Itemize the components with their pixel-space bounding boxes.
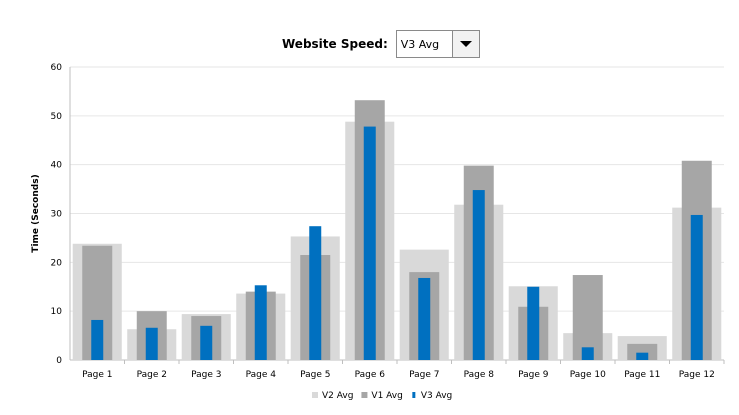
bar-v3-avg (636, 352, 649, 360)
bar-v1-avg (627, 343, 658, 360)
y-axis-title: Time (Seconds) (31, 174, 41, 252)
bar-v3-avg (309, 226, 322, 360)
bar-v3-avg (91, 319, 104, 360)
legend-label: V2 Avg (322, 391, 353, 401)
website-speed-selected-value: V3 Avg (400, 37, 440, 51)
legend-swatch (312, 392, 318, 398)
y-tick-label: 40 (51, 161, 63, 171)
bar-v3-avg (145, 327, 158, 360)
x-tick-label: Page 7 (409, 370, 439, 380)
legend-swatch (412, 392, 416, 398)
legend-label: V3 Avg (421, 391, 452, 401)
x-tick-label: Page 4 (246, 370, 277, 380)
x-tick-label: Page 8 (464, 370, 495, 380)
website-speed-select[interactable]: V3 Avg (395, 30, 480, 58)
bar-v3-avg (581, 347, 594, 360)
x-tick-label: Page 10 (570, 370, 606, 380)
bar-v3-avg (472, 190, 485, 360)
y-tick-label: 0 (56, 356, 62, 366)
legend-label: V1 Avg (371, 391, 402, 401)
bar-v3-avg (418, 277, 431, 360)
y-tick-label: 10 (51, 307, 63, 317)
y-tick-label: 30 (51, 210, 63, 220)
x-tick-label: Page 3 (191, 370, 221, 380)
y-tick-label: 20 (51, 258, 63, 268)
x-tick-label: Page 5 (300, 370, 330, 380)
x-tick-label: Page 6 (355, 370, 386, 380)
bar-v3-avg (690, 214, 703, 360)
x-tick-label: Page 9 (518, 370, 549, 380)
y-tick-label: 60 (51, 63, 63, 73)
chevron-down-icon (459, 41, 472, 47)
website-speed-label: Website Speed: (282, 37, 388, 51)
website-speed-control: Website Speed: V3 Avg (282, 30, 480, 58)
y-tick-label: 50 (51, 112, 63, 122)
bar-v3-avg (363, 126, 376, 361)
bar-v1-avg (572, 275, 603, 360)
x-tick-label: Page 1 (82, 370, 112, 380)
legend-swatch (361, 392, 368, 398)
bar-v3-avg (527, 286, 540, 360)
x-tick-label: Page 11 (624, 370, 660, 380)
x-tick-label: Page 12 (679, 370, 715, 380)
bar-v3-avg (254, 285, 267, 360)
bar-v3-avg (200, 325, 213, 360)
x-tick-label: Page 2 (137, 370, 167, 380)
dropdown-button[interactable] (451, 31, 479, 57)
